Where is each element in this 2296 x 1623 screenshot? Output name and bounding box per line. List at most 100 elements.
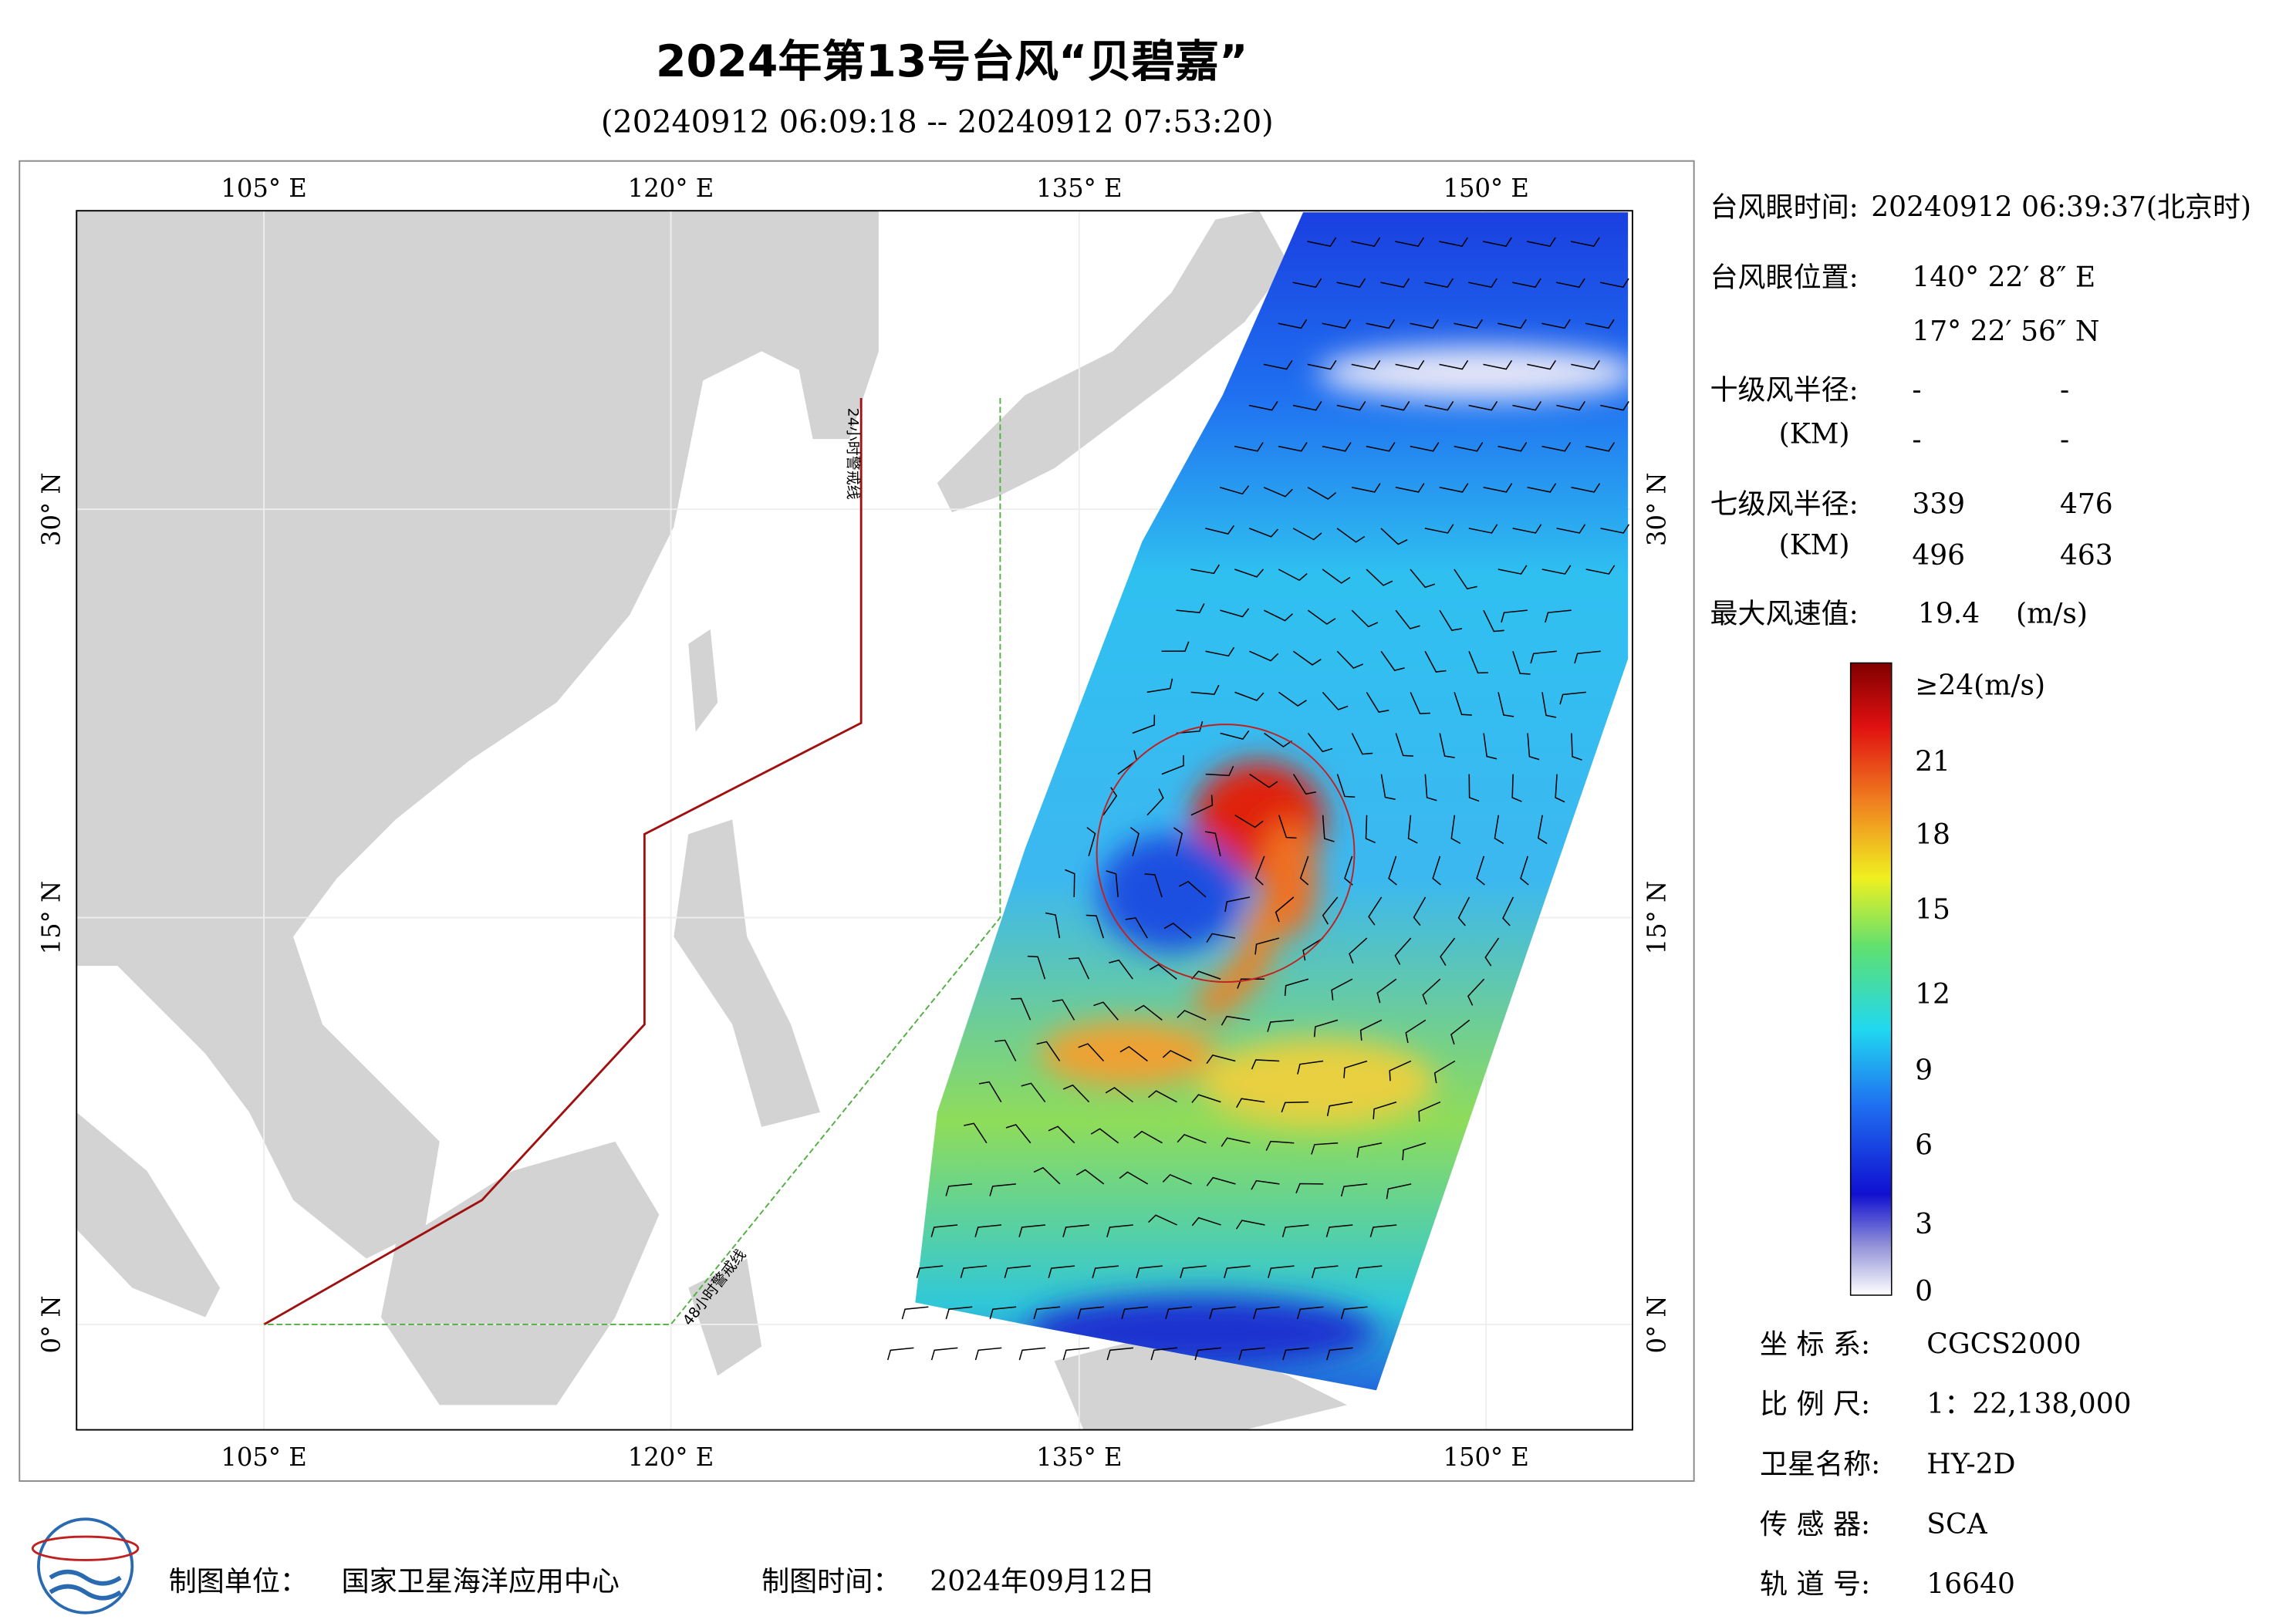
wind-barb (1410, 569, 1436, 589)
wind-barb (1106, 1224, 1133, 1237)
wind-barb (1144, 873, 1163, 898)
wind-barb (1483, 733, 1497, 760)
wind-barb (1468, 774, 1480, 802)
wind-barb (1205, 646, 1235, 657)
wind-barb (1600, 524, 1630, 534)
colorbar-label: 6 (1915, 1129, 1933, 1161)
wind-barb (1520, 855, 1529, 886)
wind-barb (930, 1347, 958, 1361)
wind-barb (1571, 483, 1601, 493)
wind-barb (1457, 896, 1470, 926)
wind-barb (1585, 565, 1616, 575)
wind-barb (1351, 237, 1381, 247)
wind-barb (1311, 1265, 1339, 1279)
wind-barb (1527, 237, 1556, 247)
wind-barbs (886, 237, 1630, 1361)
wind-barb (1322, 896, 1339, 925)
info-unit: (KM) (1779, 530, 1850, 562)
wind-barb (1340, 1306, 1368, 1320)
wind-barb (1467, 978, 1485, 1006)
info-panel: 台风眼时间: 20240912 06:39:37(北京时) 台风眼位置: 140… (1710, 191, 2252, 629)
wind-barb (1307, 733, 1333, 753)
wind-barb (1220, 730, 1250, 740)
wind-barb (1194, 1347, 1221, 1361)
wind-barb (1351, 733, 1373, 755)
wind-barb (1497, 565, 1528, 575)
wind-barb (1585, 442, 1616, 452)
wind-barb (1093, 1001, 1119, 1021)
wind-barb (1284, 978, 1309, 997)
wind-barb (1336, 528, 1366, 543)
wind-barb (1263, 359, 1293, 370)
wind-barb (1190, 684, 1220, 695)
wind-barb (1191, 1216, 1221, 1227)
wind-barb (1599, 278, 1629, 288)
wind-barb (1251, 1179, 1280, 1190)
wind-barb (1322, 442, 1352, 452)
wind-barb (1149, 963, 1177, 980)
wind-barb (1343, 1060, 1368, 1078)
wind-barb (1275, 896, 1295, 923)
wind-barb (1078, 1043, 1105, 1061)
wind-barb (1224, 896, 1251, 913)
wind-barb (1264, 609, 1293, 622)
wind-barb (1018, 1347, 1046, 1361)
wind-barb (1555, 774, 1565, 803)
info-value: 19.4 (1918, 599, 1980, 630)
wind-barb (1422, 978, 1441, 1005)
wind-barb (1483, 237, 1512, 247)
wind-barb (1278, 815, 1297, 839)
wind-barb (1011, 997, 1032, 1021)
footer: 制图单位： 国家卫星海洋应用中心 制图时间： 2024年09月12日 (169, 1566, 1155, 1598)
wind-barb (1307, 487, 1337, 500)
wind-barb (1365, 815, 1376, 844)
wind-barb (1191, 970, 1221, 980)
lon-label: 135° E (1036, 1442, 1122, 1472)
wind-barb (1351, 359, 1381, 370)
wind-barb (1388, 855, 1397, 886)
wind-barb (1264, 732, 1292, 747)
wind-barb (945, 1306, 973, 1320)
wind-barb (1004, 1265, 1032, 1279)
wind-barb (1018, 1224, 1045, 1237)
wind-barb (1234, 442, 1264, 452)
wind-barb (1600, 400, 1629, 411)
wind-barb (1541, 565, 1572, 575)
wind-barb (1191, 1094, 1221, 1103)
wind-barb (1190, 795, 1214, 816)
wind-barb (1292, 528, 1322, 541)
wind-barb (1254, 855, 1265, 886)
wind-barb (1380, 400, 1410, 411)
wind-barb (1395, 483, 1425, 493)
wind-barb (1439, 237, 1468, 247)
info-value: 463 (2060, 540, 2113, 572)
wind-barb (1148, 1214, 1177, 1226)
wind-barb (1325, 1224, 1353, 1237)
wind-barb (1574, 650, 1601, 664)
wind-barb (1336, 278, 1366, 288)
wind-barb (1439, 359, 1469, 370)
lon-label: 150° E (1443, 1442, 1529, 1472)
wind-barb (1349, 937, 1368, 964)
wind-barb (1033, 1306, 1061, 1320)
wind-barb (1180, 1265, 1207, 1279)
wind-barb (1454, 569, 1477, 590)
wind-barb (1292, 400, 1322, 411)
wind-barb (1369, 1224, 1397, 1237)
meta-value: HY-2D (1926, 1449, 2015, 1480)
lon-label: 120° E (628, 174, 714, 203)
wind-barb (1424, 400, 1454, 411)
wind-barb (1380, 650, 1405, 671)
wind-barb (1281, 1224, 1309, 1237)
wind-barb (1424, 650, 1447, 673)
wind-barb (1541, 442, 1572, 452)
lat-label: 0° N (1643, 1295, 1672, 1353)
lon-label: 120° E (628, 1442, 714, 1472)
info-value: - (2060, 424, 2069, 456)
wind-barb (1559, 691, 1586, 705)
wind-barb (1190, 564, 1221, 575)
meta-label: 卫星名称: (1760, 1449, 1880, 1480)
wind-barb (1045, 912, 1061, 939)
wind-barb (1282, 1347, 1309, 1361)
colorbar-label: ≥24(m/s) (1915, 670, 2045, 702)
